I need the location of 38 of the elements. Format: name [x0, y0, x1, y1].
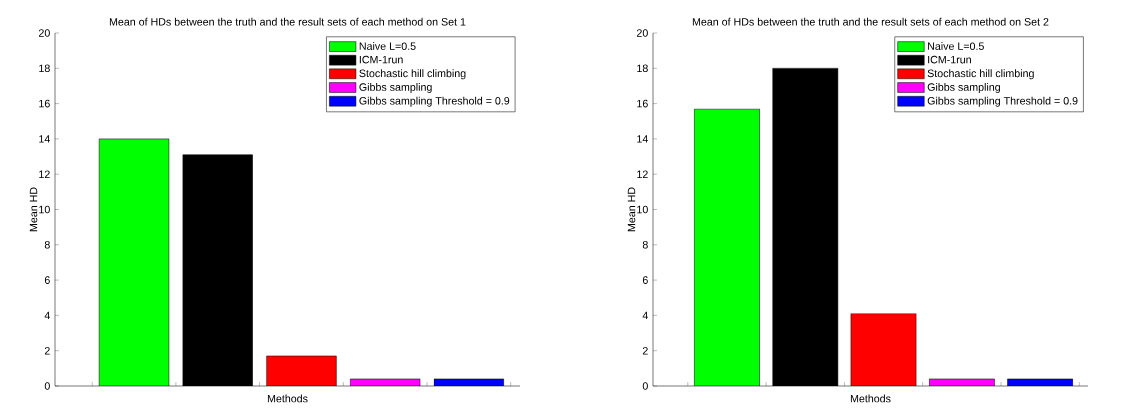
- y-tick-label: 4: [44, 311, 50, 320]
- y-tick-label: 0: [44, 382, 50, 390]
- y-tick-label: 18: [637, 64, 648, 73]
- y-tick-label: 2: [44, 346, 50, 355]
- y-tick-label: 12: [637, 170, 648, 178]
- legend-label: Gibbs sampling Threshold = 0.9: [927, 96, 1078, 107]
- legend-label: Gibbs sampling: [927, 83, 1000, 93]
- legend-label: ICM-1run: [928, 55, 971, 64]
- y-tick-label: 10: [637, 205, 648, 214]
- y-tick-label: 2: [642, 346, 648, 355]
- y-tick-label: 12: [39, 170, 50, 178]
- chart-title: Mean of HDs between the truth and the result sets of each method on Set 2: [692, 17, 1049, 26]
- y-axis-title: Mean HD: [627, 187, 636, 232]
- y-tick-label: 0: [642, 382, 648, 390]
- y-tick-label: 20: [636, 29, 648, 37]
- y-tick-label: 14: [39, 135, 50, 143]
- y-tick-label: 6: [44, 276, 50, 284]
- chart-title: Mean of HDs between the truth and the result sets of each method on Set 1: [109, 17, 466, 26]
- y-tick-label: 20: [38, 29, 50, 37]
- y-tick-label: 18: [39, 64, 50, 73]
- legend-label: Gibbs sampling: [359, 83, 432, 93]
- legend-label: Stochastic hill climbing: [359, 69, 466, 80]
- legend-label: Gibbs sampling Threshold = 0.9: [359, 96, 510, 107]
- y-tick-label: 8: [642, 241, 648, 249]
- y-tick-label: 16: [637, 99, 648, 108]
- y-tick-label: 4: [642, 311, 648, 320]
- legend-label: Naive L=0.5: [359, 42, 416, 50]
- y-tick-label: 10: [39, 205, 50, 214]
- y-tick-label: 6: [642, 276, 648, 284]
- x-axis-title: Methods: [850, 394, 891, 403]
- x-axis-title: Methods: [267, 394, 308, 403]
- legend-label: ICM-1run: [359, 55, 403, 64]
- y-tick-label: 8: [44, 241, 50, 249]
- y-tick-label: 14: [637, 135, 648, 143]
- legend-label: Naive L=0.5: [928, 42, 984, 50]
- y-axis-title: Mean HD: [29, 187, 38, 232]
- legend-label: Stochastic hill climbing: [927, 69, 1034, 80]
- y-tick-label: 16: [39, 99, 50, 108]
